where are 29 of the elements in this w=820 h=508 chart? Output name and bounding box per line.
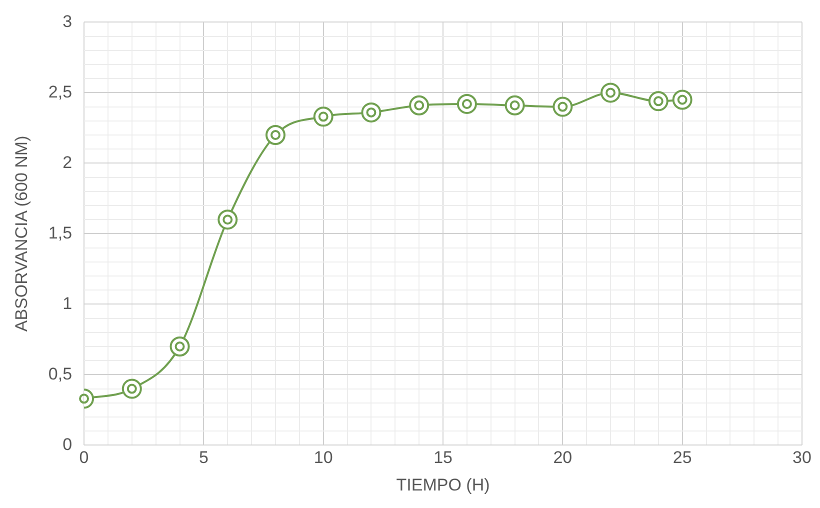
- point: [218, 210, 238, 230]
- y-tick-label: 2: [62, 152, 72, 172]
- y-tick-label: 0,5: [48, 364, 72, 384]
- point: [361, 102, 382, 122]
- x-tick-label: 25: [672, 448, 692, 468]
- x-tick-label: 10: [314, 448, 333, 468]
- point: [600, 82, 621, 103]
- point: [456, 94, 477, 114]
- point: [122, 378, 142, 399]
- y-axis-title: ABSORVANCIA (600 NM): [12, 136, 31, 332]
- y-tick-label: 0: [62, 434, 72, 454]
- y-tick-label: 2,5: [48, 82, 72, 102]
- y-tick-label: 3: [62, 12, 72, 31]
- point: [409, 95, 430, 116]
- y-tick-label: 1,5: [48, 223, 72, 242]
- x-tick-label: 15: [434, 448, 452, 468]
- point: [504, 95, 525, 116]
- x-tick-label: 30: [792, 448, 812, 468]
- x-tick-label: 20: [553, 448, 572, 468]
- x-tick-label: 0: [79, 448, 89, 468]
- x-tick-label: 5: [198, 448, 208, 468]
- point: [672, 90, 692, 110]
- point: [170, 336, 190, 356]
- x-axis-title: TIEMPO (H): [396, 475, 490, 494]
- point: [265, 125, 286, 145]
- point: [552, 96, 573, 117]
- point: [648, 91, 668, 112]
- y-tick-label: 1: [62, 294, 72, 313]
- point: [313, 106, 334, 127]
